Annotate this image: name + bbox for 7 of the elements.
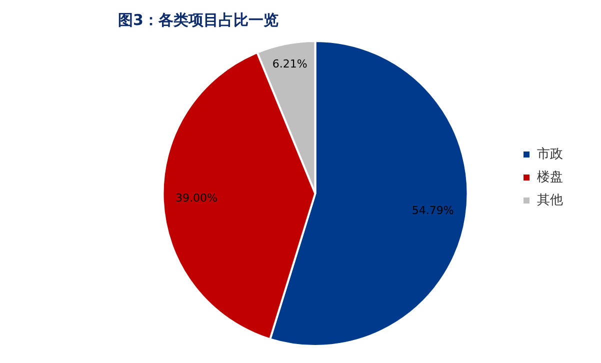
legend-label: 市政 [537,146,563,162]
legend-label: 楼盘 [537,170,563,185]
data-label: 6.21% [272,58,308,71]
legend-label: 其他 [537,192,563,208]
chart-title: 图3：各类项目占比一览 [118,10,278,29]
data-label: 39.00% [175,192,218,205]
data-label: 54.79% [412,204,454,218]
